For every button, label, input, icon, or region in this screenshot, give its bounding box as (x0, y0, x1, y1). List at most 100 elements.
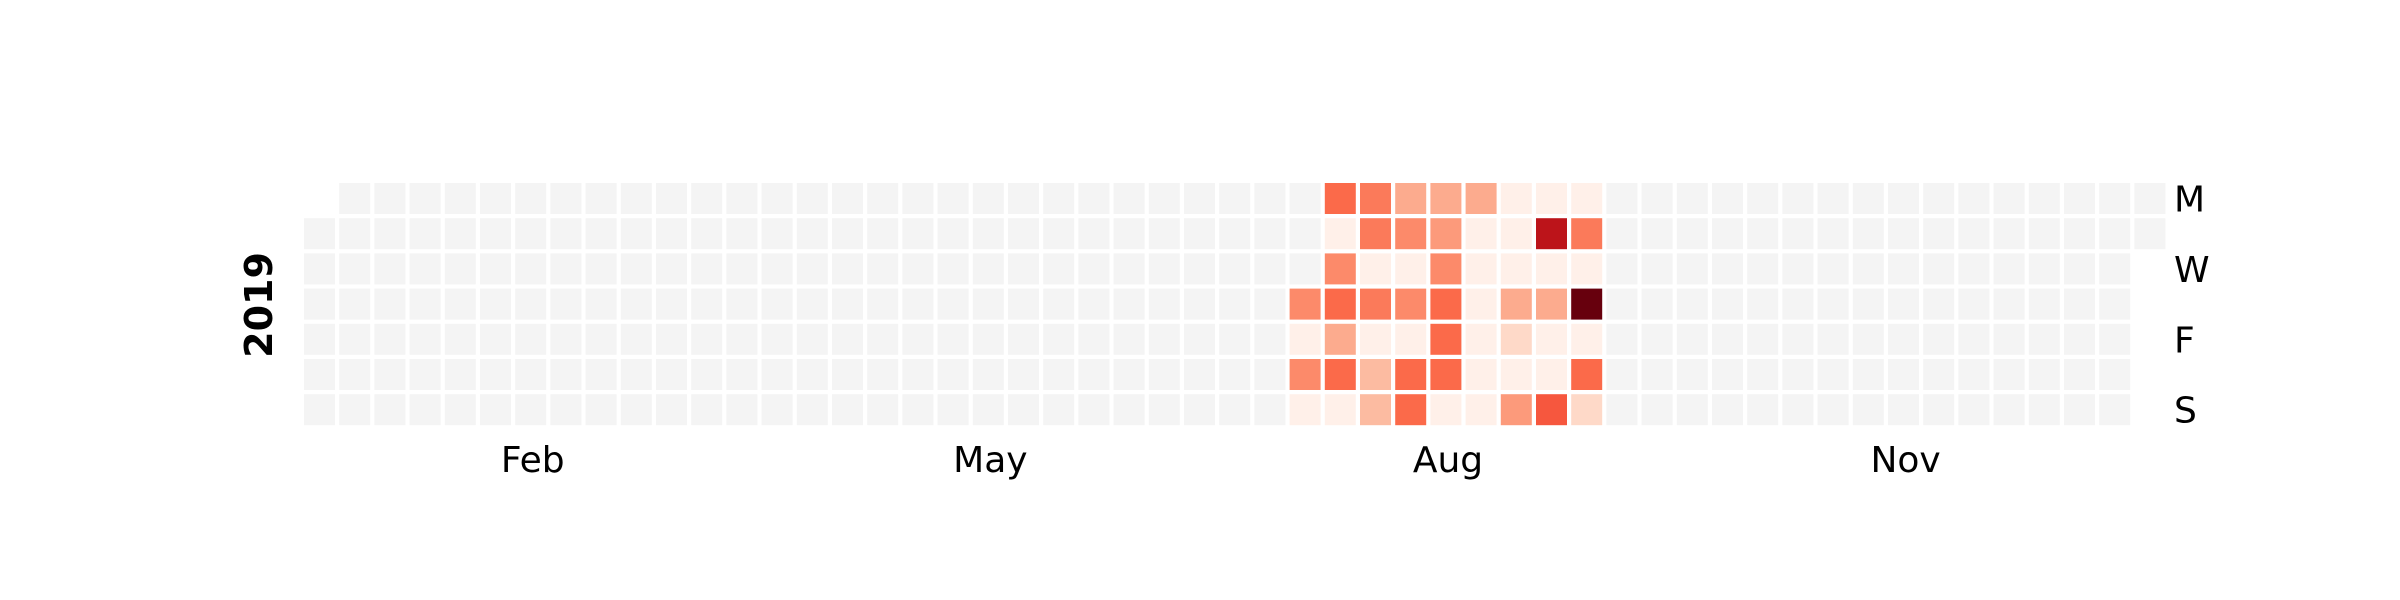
heatmap-cell-active (1395, 359, 1427, 390)
heatmap-cell (374, 183, 406, 214)
heatmap-cell (1606, 323, 1638, 355)
heatmap-cell (1184, 288, 1215, 320)
heatmap-cell-active (1360, 183, 1391, 214)
heatmap-cell (444, 323, 476, 355)
heatmap-cell (550, 218, 582, 250)
heatmap-cell (691, 359, 723, 390)
heatmap-cell (1148, 253, 1180, 285)
heatmap-cells (304, 183, 2166, 426)
heatmap-cell (374, 359, 406, 390)
heatmap-cell-active (1536, 288, 1567, 320)
heatmap-cell (1606, 394, 1638, 426)
heatmap-cell (937, 218, 969, 250)
heatmap-cell (2028, 183, 2060, 214)
heatmap-cell (1852, 253, 1884, 285)
heatmap-cell (902, 323, 934, 355)
heatmap-cell (515, 323, 547, 355)
heatmap-cell-active (1571, 183, 1603, 214)
heatmap-cell (761, 253, 793, 285)
heatmap-cell (620, 253, 652, 285)
heatmap-cell (972, 359, 1004, 390)
heatmap-cell (1078, 323, 1110, 355)
heatmap-cell (339, 183, 371, 214)
heatmap-cell-active (1324, 218, 1356, 250)
heatmap-cell (726, 218, 758, 250)
heatmap-cell (726, 288, 758, 320)
heatmap-cell (1219, 218, 1251, 250)
heatmap-cell (374, 288, 406, 320)
heatmap-cell-active (1360, 394, 1391, 426)
heatmap-cell (1148, 183, 1180, 214)
month-labels: Feb May Aug Nov (501, 440, 1941, 481)
heatmap-cell (1113, 288, 1145, 320)
heatmap-cell (867, 359, 899, 390)
heatmap-cell (1712, 253, 1743, 285)
heatmap-cell (480, 359, 511, 390)
heatmap-cell (656, 323, 687, 355)
heatmap-cell (1641, 183, 1673, 214)
heatmap-cell (480, 323, 511, 355)
heatmap-cell (1993, 359, 2025, 390)
heatmap-cell (1113, 218, 1145, 250)
heatmap-cell (1008, 323, 1039, 355)
heatmap-cell (585, 359, 617, 390)
heatmap-cell (1184, 218, 1215, 250)
heatmap-cell (304, 359, 335, 390)
heatmap-cell (1747, 253, 1779, 285)
heatmap-cell (761, 394, 793, 426)
heatmap-cell-active (1395, 183, 1427, 214)
heatmap-cell (2099, 323, 2131, 355)
heatmap-cell (374, 323, 406, 355)
heatmap-cell (1817, 359, 1849, 390)
heatmap-cell (937, 359, 969, 390)
heatmap-cell (1008, 218, 1039, 250)
heatmap-cell (1817, 183, 1849, 214)
heatmap-cell (656, 394, 687, 426)
heatmap-cell (1958, 183, 1990, 214)
heatmap-cell (1606, 288, 1638, 320)
heatmap-cell (550, 253, 582, 285)
heatmap-cell (902, 218, 934, 250)
heatmap-cell-active (1571, 323, 1603, 355)
heatmap-cell (1289, 183, 1321, 214)
heatmap-cell (1676, 359, 1708, 390)
heatmap-cell (1852, 359, 1884, 390)
heatmap-cell-active (1500, 253, 1532, 285)
heatmap-cell (1219, 394, 1251, 426)
heatmap-cell (550, 359, 582, 390)
heatmap-cell (2099, 183, 2131, 214)
heatmap-cell (480, 218, 511, 250)
heatmap-cell (1852, 218, 1884, 250)
heatmap-cell-active (1536, 359, 1567, 390)
heatmap-cell (1993, 394, 2025, 426)
heatmap-cell (1008, 183, 1039, 214)
heatmap-cell (1113, 253, 1145, 285)
heatmap-cell (1184, 394, 1215, 426)
heatmap-cell (620, 218, 652, 250)
heatmap-cell (1606, 253, 1638, 285)
heatmap-cell (2099, 218, 2131, 250)
heatmap-cell (1184, 323, 1215, 355)
heatmap-cell (1289, 218, 1321, 250)
heatmap-cell (2099, 359, 2131, 390)
heatmap-cell (796, 183, 828, 214)
heatmap-cell (832, 253, 863, 285)
heatmap-cell (1184, 183, 1215, 214)
heatmap-cell (1888, 394, 1919, 426)
heatmap-cell (1606, 218, 1638, 250)
heatmap-cell-active (1571, 218, 1603, 250)
heatmap-cell (1148, 323, 1180, 355)
heatmap-cell (2028, 218, 2060, 250)
heatmap-cell (1993, 253, 2025, 285)
heatmap-cell (1641, 288, 1673, 320)
heatmap-cell (1923, 394, 1955, 426)
heatmap-cell (1641, 218, 1673, 250)
heatmap-cell (1641, 359, 1673, 390)
heatmap-cell (1641, 253, 1673, 285)
heatmap-cell (691, 183, 723, 214)
heatmap-cell (1676, 288, 1708, 320)
heatmap-cell (867, 218, 899, 250)
heatmap-cell (339, 218, 371, 250)
heatmap-cell (1676, 323, 1708, 355)
